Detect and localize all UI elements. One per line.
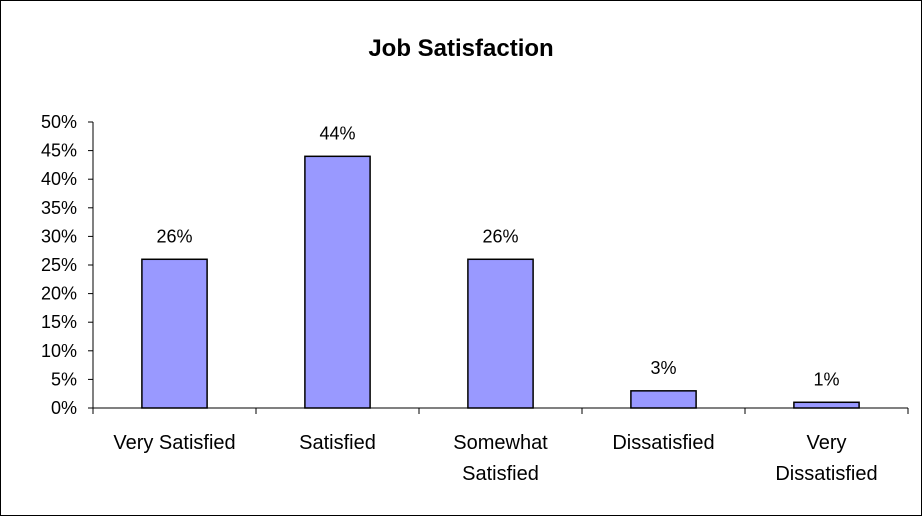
y-tick-label: 0% [51, 398, 77, 418]
category-label: Very Satisfied [113, 432, 235, 454]
y-tick-label: 30% [41, 226, 77, 246]
y-tick-label: 15% [41, 312, 77, 332]
x-axis [92, 407, 909, 414]
y-tick-label: 35% [41, 198, 77, 218]
y-tick-label: 40% [41, 169, 77, 189]
category-labels: Very Satisfied Satisfied Somewhat Satisfied… [113, 432, 877, 485]
y-axis: 0% 5% 10% 15% 20% 25% 30% 35% 40% 45% 50% [41, 112, 94, 418]
data-label: 26% [156, 226, 192, 246]
chart-title: Job Satisfaction [368, 35, 553, 62]
y-tick-label: 50% [41, 112, 77, 132]
data-label: 1% [813, 369, 839, 389]
category-label: Dissatisfied [775, 463, 877, 485]
category-label: Somewhat [453, 432, 548, 454]
bar [141, 258, 208, 409]
category-label: Dissatisfied [612, 432, 714, 454]
data-label: 44% [319, 123, 355, 143]
bar [793, 401, 860, 409]
bar [630, 390, 697, 409]
y-tick-label: 25% [41, 255, 77, 275]
y-tick-label: 10% [41, 341, 77, 361]
bars [141, 155, 860, 409]
y-tick-label: 45% [41, 141, 77, 161]
category-label: Very [806, 432, 846, 454]
data-label: 3% [650, 358, 676, 378]
category-label: Satisfied [462, 463, 539, 485]
category-label: Satisfied [299, 432, 376, 454]
data-labels: 26% 44% 26% 3% 1% [156, 123, 839, 389]
data-label: 26% [482, 226, 518, 246]
bar [467, 258, 534, 409]
y-tick-label: 20% [41, 284, 77, 304]
y-tick-label: 5% [51, 369, 77, 389]
bar [304, 155, 371, 409]
